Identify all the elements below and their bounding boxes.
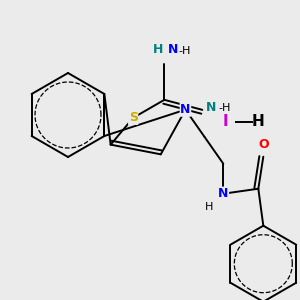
Text: N: N bbox=[180, 103, 190, 116]
Text: O: O bbox=[258, 138, 268, 151]
Text: -H: -H bbox=[218, 103, 231, 113]
Text: N: N bbox=[218, 187, 229, 200]
Text: N: N bbox=[206, 101, 217, 114]
Text: H: H bbox=[153, 43, 164, 56]
Text: -H: -H bbox=[178, 46, 191, 56]
Text: H: H bbox=[205, 202, 214, 212]
Text: N: N bbox=[168, 43, 179, 56]
Text: I: I bbox=[222, 115, 228, 130]
Text: H: H bbox=[252, 115, 264, 130]
Text: S: S bbox=[129, 111, 138, 124]
